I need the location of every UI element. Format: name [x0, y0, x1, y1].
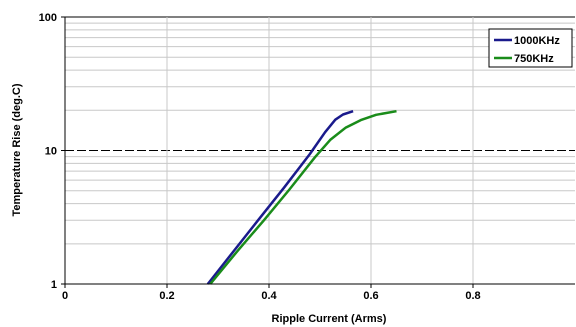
x-tick-label: 0.2: [159, 290, 174, 302]
y-tick-label: 100: [39, 12, 57, 24]
grid: [65, 16, 575, 284]
x-axis-title: Ripple Current (Arms): [272, 313, 387, 325]
series-layer: [206, 109, 397, 285]
legend-label-1000khz: 1000KHz: [514, 35, 560, 47]
y-tick-label: 10: [45, 146, 57, 158]
x-tick-label: 0: [62, 290, 68, 302]
x-tick-labels: 0 0.2 0.4 0.6 0.8: [62, 284, 481, 302]
y-tick-labels: 1 10 100: [39, 12, 65, 291]
y-tick-label: 1: [51, 279, 57, 291]
legend-label-750khz: 750KHz: [514, 53, 554, 65]
x-tick-label: 0.4: [261, 290, 277, 302]
legend-box: [488, 28, 573, 68]
x-tick-label: 0.6: [363, 290, 378, 302]
series-line-1000khz: [206, 110, 354, 285]
x-tick-label: 0.8: [465, 290, 480, 302]
y-axis-title: Temperature Rise (deg.C): [11, 83, 23, 216]
legend: 1000KHz 750KHz: [488, 28, 573, 68]
series-line-750khz: [209, 109, 397, 285]
